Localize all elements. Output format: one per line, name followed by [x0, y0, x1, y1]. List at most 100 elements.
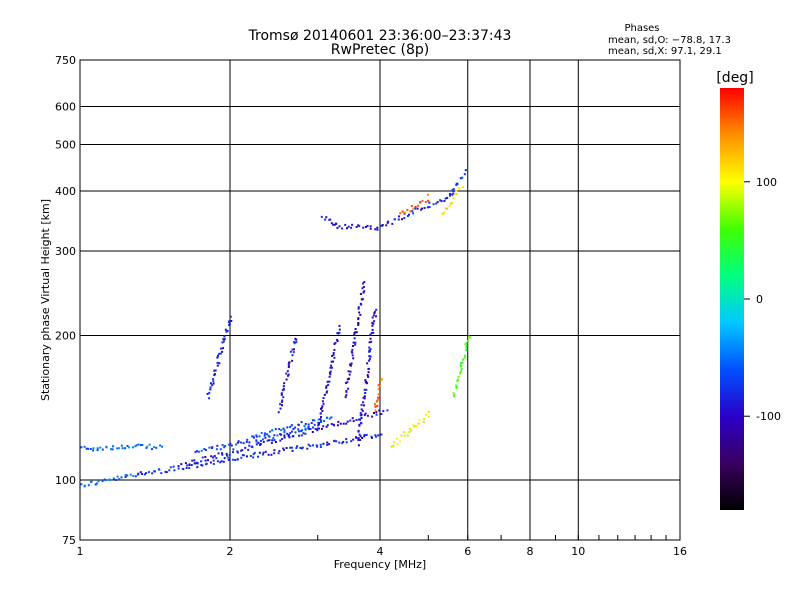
data-point [297, 428, 300, 431]
data-point [345, 382, 348, 385]
data-point [270, 453, 273, 456]
data-point [422, 420, 425, 423]
data-point [292, 351, 295, 354]
data-point [282, 396, 285, 399]
data-point [328, 443, 331, 446]
data-point [408, 213, 410, 216]
data-point [291, 430, 293, 433]
data-point [271, 429, 274, 432]
data-point [432, 203, 435, 206]
data-point [312, 426, 315, 429]
data-point [366, 414, 369, 417]
data-point [239, 441, 242, 444]
data-point [461, 361, 464, 364]
data-point [285, 378, 288, 381]
data-point [344, 396, 347, 399]
data-point [355, 226, 358, 228]
data-point [374, 409, 377, 412]
data-point [313, 419, 316, 422]
data-point [345, 422, 348, 425]
data-point [365, 380, 368, 383]
data-point [153, 446, 155, 449]
data-point [251, 446, 254, 449]
data-point [369, 337, 372, 340]
data-point [137, 443, 140, 446]
data-point [376, 226, 379, 229]
data-point [459, 372, 462, 375]
data-point [361, 409, 364, 412]
data-point [301, 446, 304, 449]
data-point [362, 396, 365, 399]
data-point [258, 435, 261, 438]
data-point [326, 424, 329, 427]
y-tick-label: 600 [55, 101, 76, 114]
data-point [318, 427, 321, 430]
data-point [403, 434, 406, 437]
data-point [377, 388, 380, 391]
data-point [358, 423, 361, 426]
data-point [392, 444, 395, 447]
data-point [95, 482, 98, 485]
data-point [220, 460, 223, 463]
stats-line-o: mean, sd,O: −78.8, 17.3 [608, 35, 731, 46]
data-point [294, 337, 297, 340]
data-point [449, 193, 452, 195]
data-point [116, 447, 119, 450]
data-point [180, 463, 183, 466]
data-point [285, 447, 288, 449]
data-point [194, 462, 197, 465]
colorbar-ticks: 100 0 -100 [744, 176, 781, 423]
data-point [371, 321, 374, 324]
data-point [228, 323, 231, 326]
data-point [380, 224, 383, 227]
data-point [281, 404, 283, 407]
data-point [368, 341, 371, 344]
data-point [345, 438, 348, 441]
data-point [461, 176, 464, 179]
data-point [115, 479, 118, 481]
data-point [227, 456, 230, 459]
data-point [257, 441, 260, 444]
data-point [346, 381, 349, 384]
data-point [328, 375, 331, 378]
data-point [225, 330, 228, 333]
data-point [357, 318, 360, 321]
data-point [408, 427, 411, 430]
data-point [283, 448, 285, 451]
data-point [425, 413, 428, 416]
data-point [327, 383, 330, 386]
data-point [336, 338, 339, 341]
data-point [369, 348, 372, 351]
data-point [307, 425, 310, 428]
data-point [448, 205, 451, 207]
data-point [450, 201, 453, 204]
data-points-layer [80, 169, 472, 488]
data-point [316, 427, 319, 430]
data-point [145, 472, 148, 475]
data-point [304, 432, 307, 435]
data-point [228, 443, 230, 446]
data-point [280, 401, 283, 403]
data-point [303, 425, 306, 427]
data-point [204, 449, 207, 451]
data-point [403, 212, 406, 215]
data-point [101, 480, 104, 483]
data-point [259, 443, 262, 445]
data-point [373, 320, 376, 323]
data-point [464, 343, 467, 346]
data-point [277, 411, 280, 414]
x-tick-label: 2 [227, 545, 234, 558]
data-point [443, 211, 446, 214]
data-point [377, 434, 380, 437]
data-point [332, 223, 335, 226]
data-point [307, 443, 310, 446]
data-point [268, 435, 271, 438]
data-point [456, 379, 459, 382]
data-point [363, 435, 366, 438]
data-point [420, 208, 422, 211]
data-point [412, 212, 414, 215]
colorbar [720, 88, 744, 510]
data-point [291, 359, 294, 362]
data-point [215, 448, 218, 451]
data-point [271, 439, 274, 442]
